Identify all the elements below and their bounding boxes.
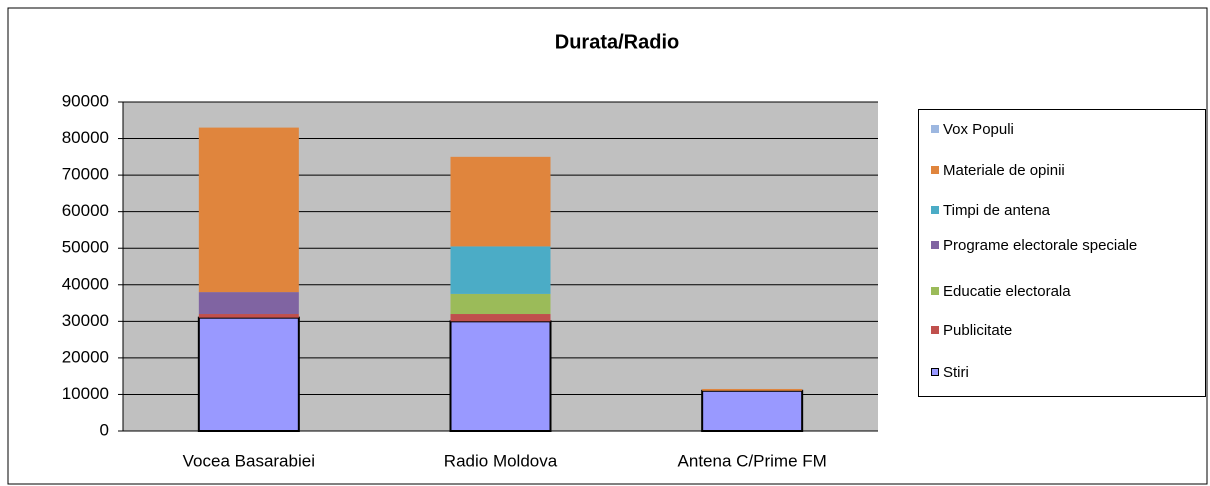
y-tick-label: 20000 xyxy=(62,347,109,366)
legend-item: Publicitate xyxy=(931,323,1199,338)
chart-title: Durata/Radio xyxy=(555,31,679,53)
y-tick-label: 10000 xyxy=(62,384,109,403)
legend-label: Materiale de opinii xyxy=(943,162,1065,179)
bar-segment xyxy=(198,292,299,315)
legend-swatch xyxy=(931,166,939,174)
y-tick-label: 70000 xyxy=(62,165,109,184)
legend-label: Vox Populi xyxy=(943,121,1014,138)
legend-item: Stiri xyxy=(931,365,1199,380)
y-tick-label: 30000 xyxy=(62,311,109,330)
y-tick-label: 90000 xyxy=(62,91,109,110)
bar-segment xyxy=(702,388,803,391)
bar-segment xyxy=(450,314,551,322)
legend-swatch xyxy=(931,125,939,133)
legend-label: Programe electorale speciale xyxy=(943,237,1138,254)
y-tick-label: 50000 xyxy=(62,238,109,257)
legend-item: Materiale de opinii xyxy=(931,163,1199,178)
legend-swatch xyxy=(931,287,939,295)
legend-label: Stiri xyxy=(943,364,969,381)
legend-label: Educatie electorala xyxy=(943,283,1071,300)
legend-label: Publicitate xyxy=(943,322,1013,339)
y-tick-label: 40000 xyxy=(62,274,109,293)
y-tick-label: 0 xyxy=(100,420,109,439)
legend-item: Programe electorale speciale xyxy=(931,238,1199,253)
bar-segment xyxy=(450,293,551,315)
legend-item: Timpi de antena xyxy=(931,203,1199,218)
bar-segment xyxy=(197,316,300,432)
bar-segment xyxy=(198,314,299,318)
legend-item: Educatie electorala xyxy=(931,284,1199,299)
bar-segment xyxy=(449,320,552,433)
legend-swatch xyxy=(931,326,939,334)
x-tick-label: Radio Moldova xyxy=(444,451,558,470)
bar-segment xyxy=(198,127,299,293)
y-tick-label: 60000 xyxy=(62,201,109,220)
legend-swatch xyxy=(931,368,939,376)
legend-label: Timpi de antena xyxy=(943,202,1051,219)
bar-segment xyxy=(701,389,804,432)
legend-item: Vox Populi xyxy=(931,122,1199,137)
legend: Vox Populi Materiale de opinii Timpi de an… xyxy=(918,109,1206,397)
bar-segment xyxy=(450,246,551,294)
bar-segment xyxy=(450,156,551,247)
y-tick-label: 80000 xyxy=(62,128,109,147)
x-tick-label: Vocea Basarabiei xyxy=(183,451,315,470)
legend-swatch xyxy=(931,206,939,214)
legend-swatch xyxy=(931,241,939,249)
x-tick-label: Antena C/Prime FM xyxy=(678,451,827,470)
